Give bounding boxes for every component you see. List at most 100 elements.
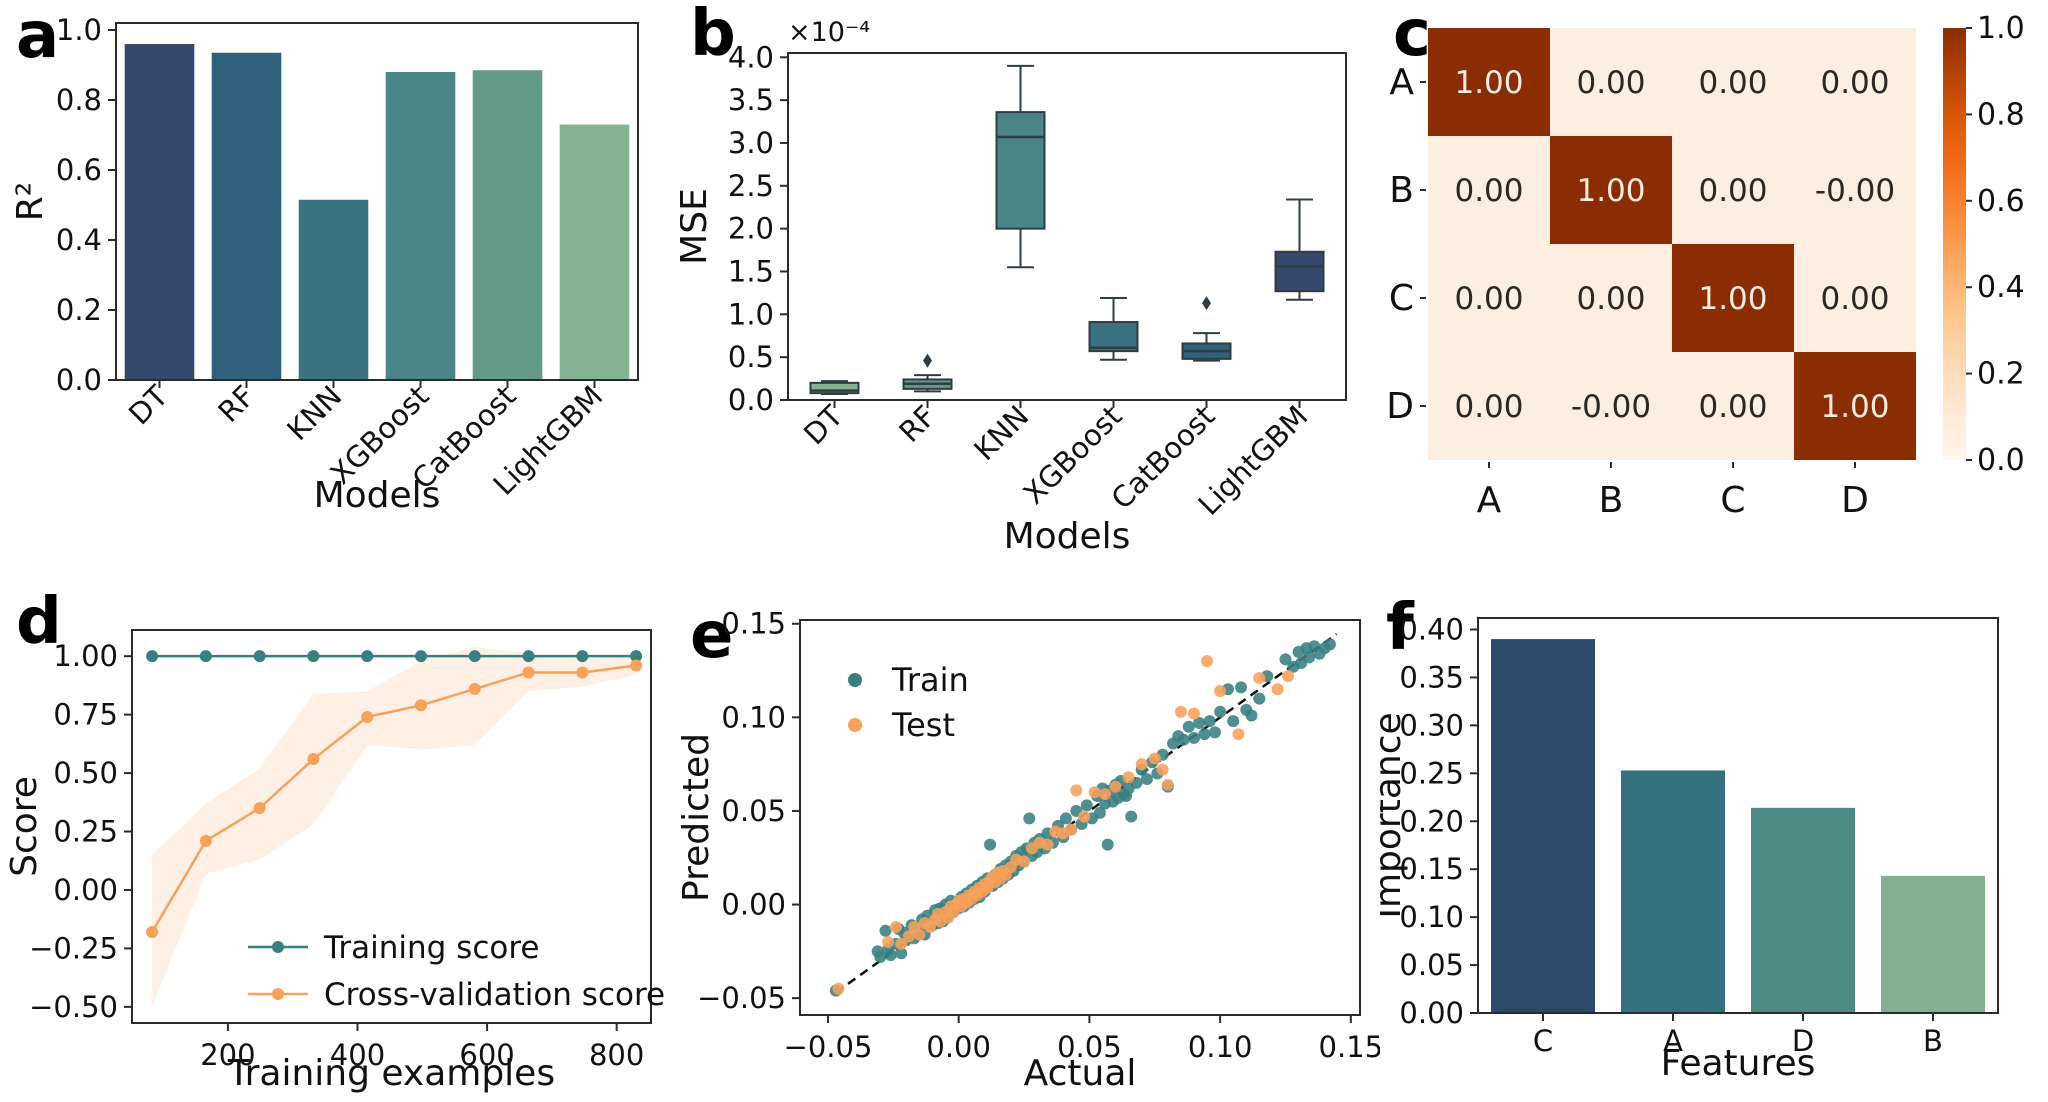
y-tick-label: 0.8	[56, 83, 102, 117]
point-Train	[1203, 715, 1216, 728]
series-marker	[361, 710, 374, 723]
point-Test	[1271, 683, 1284, 696]
point-Test	[903, 930, 916, 943]
point-Train	[1023, 812, 1036, 825]
chart-e-pred-vs-actual-scatter: −0.05 0.00 0.05 0.10 0.15 −0.05 0.00 0.05 0.10 0.…	[680, 607, 1380, 1094]
x-tick-label: 200	[200, 1038, 255, 1072]
panel-letter-f: f	[1386, 591, 1414, 665]
heatmap-cell-value: 0.00	[1698, 65, 1767, 101]
point-Test	[1070, 784, 1083, 797]
chart-f-importance-bar: 0.00 0.05 0.10 0.15 0.20 0.25 0.30 0.35 0.40 C A D B…	[1380, 613, 1999, 1084]
point-Test	[1253, 672, 1266, 685]
heatmap-cell-value: -0.00	[1815, 173, 1895, 209]
y-axis-label: R²	[10, 182, 51, 221]
panel-letter-d: d	[16, 585, 62, 659]
series-marker	[146, 650, 159, 663]
point-Test	[1122, 771, 1135, 784]
y-tick-label: 0.25	[1399, 756, 1464, 790]
x-axis-label: Models	[1004, 516, 1131, 557]
bar-DT	[124, 44, 195, 380]
heatmap-cell-value: 0.00	[1454, 389, 1523, 425]
y-tick-label: 0.05	[721, 794, 786, 828]
point-Train	[1140, 773, 1153, 786]
y-tick-label: 0.0	[56, 363, 102, 397]
series-line-Cross-validation score	[151, 664, 637, 933]
y-tick-label: 0.6	[56, 153, 102, 187]
series-marker	[630, 650, 643, 663]
point-Test	[1148, 752, 1161, 765]
heatmap-cell-value: -0.00	[1571, 389, 1651, 425]
axis-offset-label: ×10⁻⁴	[788, 17, 870, 48]
x-tick-label: A	[1663, 1024, 1683, 1058]
col-label-D: D	[1841, 480, 1869, 521]
y-tick-label: −0.05	[697, 981, 786, 1015]
panel-f: f 0.00 0.05 0.10 0.15 0.20 0.25 0.30 0.35 0.40 C A…	[1380, 560, 2048, 1102]
series-marker	[253, 650, 266, 663]
y-tick-label: 3.0	[728, 126, 774, 160]
panel-letter-a: a	[16, 0, 60, 73]
bar-B	[1881, 875, 1985, 1013]
series-marker	[522, 650, 535, 663]
point-Train	[1182, 720, 1195, 733]
colorbar-tick-label: 0.6	[1977, 184, 2025, 219]
x-tick-label: 400	[330, 1038, 385, 1072]
series-marker	[522, 666, 535, 679]
heatmap-cell-BB	[1550, 136, 1672, 244]
heatmap-cell-value: 1.00	[1698, 281, 1767, 317]
box-XGBoost	[1088, 321, 1139, 353]
point-Test	[1214, 685, 1227, 698]
axes-frame	[1477, 617, 1999, 1014]
legend-label-Test: Test	[891, 706, 955, 744]
y-tick-label: 0.35	[1399, 660, 1464, 694]
point-Train	[1059, 812, 1072, 825]
y-tick-label: 2.5	[728, 169, 774, 203]
colorbar-tick-label: 0.2	[1977, 357, 2025, 392]
y-tick-label: 0.2	[56, 293, 102, 327]
point-Test	[889, 921, 902, 934]
panel-e: e −0.05 0.00 0.05 0.10 0.15 −0.05 0.00 0.05 0.10…	[680, 560, 1380, 1102]
row-label-D: D	[1386, 386, 1414, 427]
point-Test	[1232, 728, 1245, 741]
series-marker	[576, 650, 589, 663]
box-DT	[809, 381, 860, 395]
col-label-B: B	[1599, 480, 1624, 521]
y-tick-label: 0.05	[1399, 948, 1464, 982]
series-marker	[468, 682, 481, 695]
point-Train	[1125, 810, 1138, 823]
chart-b-mse-box: 0.00.51.01.52.02.53.03.54.0DT RF KNNXGBoos…	[680, 17, 1347, 557]
heatmap-cell-DA	[1428, 352, 1550, 460]
point-Train	[1214, 705, 1227, 718]
chart-d-learning-curve: 1.00 0.75 0.50 0.25 0.00 −0.25 −0.50 200 400 600 8…	[4, 629, 665, 1094]
heatmap-cell-DB	[1550, 352, 1672, 460]
y-tick-label: 0.25	[53, 815, 118, 849]
y-tick-label: 1.5	[728, 254, 774, 288]
heatmap-cell-value: 0.00	[1820, 65, 1889, 101]
colorbar-tick-label: 0.0	[1977, 443, 2025, 478]
y-tick-label: 0.00	[1399, 996, 1464, 1030]
y-tick-label: 0.00	[721, 888, 786, 922]
heatmap-cell-DD	[1794, 352, 1916, 460]
point-Test	[882, 935, 895, 948]
x-tick-label: −0.05	[784, 1030, 873, 1064]
point-Test	[1018, 855, 1031, 868]
panel-b: b 0.0 0.5 1.0 1.5 2.0 2.5 3.0 3.5 4.0 DT RF KNN XGBo…	[680, 0, 1380, 560]
point-Test	[1161, 778, 1174, 791]
point-Test	[1065, 823, 1078, 836]
y-axis-label: Score	[4, 776, 45, 877]
y-tick-label: 3.5	[728, 83, 774, 117]
point-Train	[1208, 726, 1221, 739]
point-Test	[1088, 786, 1101, 799]
y-tick-label: 0.15	[721, 607, 786, 641]
x-tick-label: 0.15	[1319, 1030, 1380, 1064]
panel-letter-c: c	[1393, 0, 1431, 71]
panel-c: c 1.00 0.00 0.00 0.00 0.00 1.00 0.00 -0.00 0.00 0…	[1380, 0, 2048, 560]
point-Test	[1078, 810, 1091, 823]
series-marker	[414, 650, 427, 663]
y-tick-label: 0.5	[728, 340, 774, 374]
legend-marker	[848, 673, 862, 687]
y-tick-label: 0.30	[1399, 708, 1464, 742]
series-marker	[253, 802, 266, 815]
y-tick-label: 0.4	[56, 223, 102, 257]
point-Train	[879, 924, 892, 937]
